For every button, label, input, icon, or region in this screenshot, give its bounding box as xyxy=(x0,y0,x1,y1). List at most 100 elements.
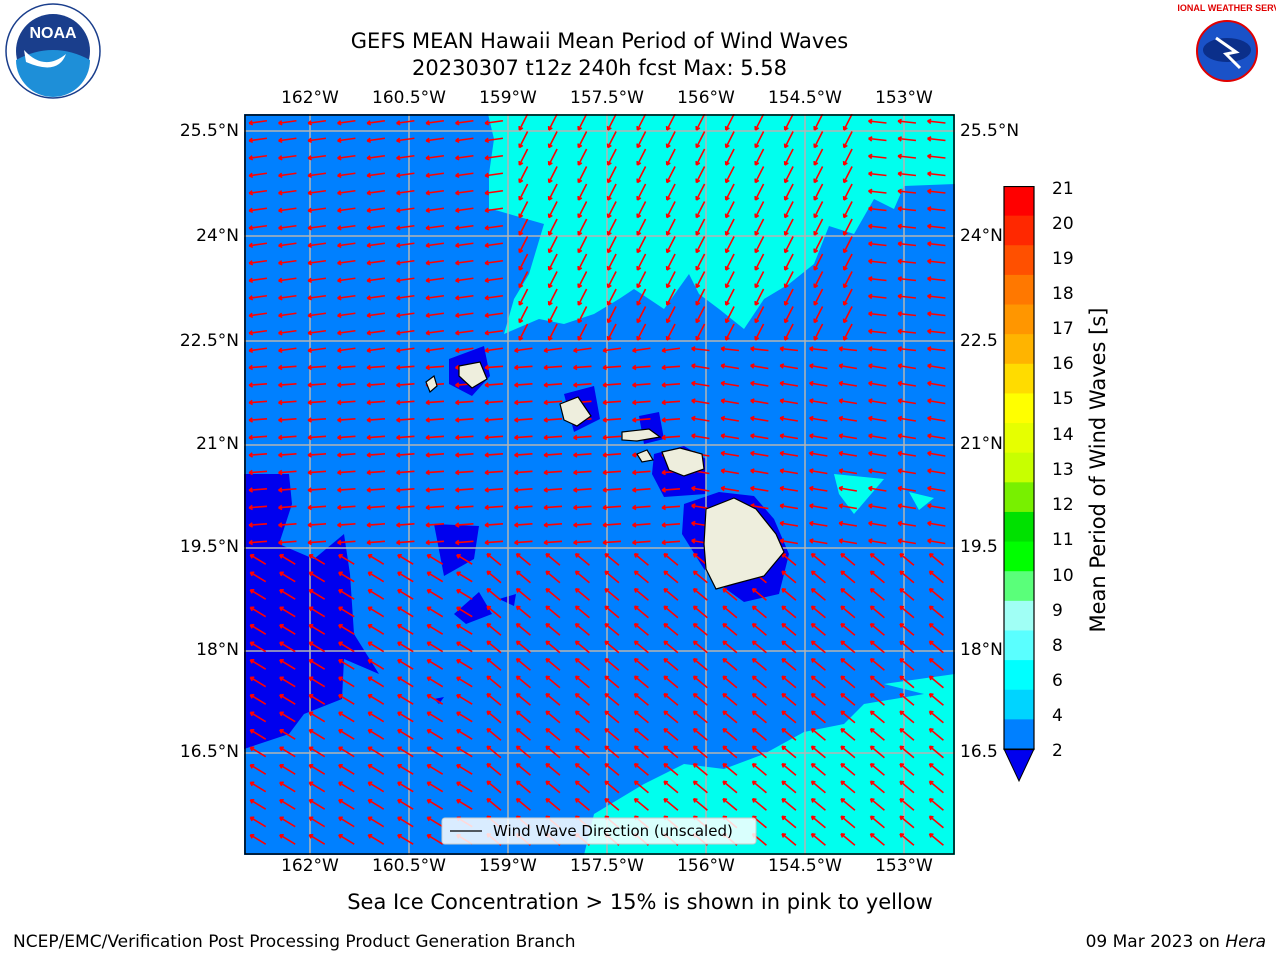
sea-ice-note: Sea Ice Concentration > 15% is shown in … xyxy=(347,890,933,914)
wind-arrow xyxy=(543,452,563,458)
wind-arrow xyxy=(695,218,706,236)
wind-arrow xyxy=(840,727,856,741)
colorbar-tick-label: 2 xyxy=(1052,741,1063,761)
wind-arrow xyxy=(838,415,858,422)
wind-arrow xyxy=(543,469,563,476)
wind-arrow xyxy=(518,288,529,306)
wind-arrow xyxy=(543,382,563,388)
wind-arrow xyxy=(868,276,887,282)
wind-arrow xyxy=(604,692,620,706)
wind-arrow xyxy=(927,398,946,405)
wind-arrow xyxy=(783,236,794,254)
wind-arrow xyxy=(781,605,797,619)
colorbar-segment xyxy=(1004,452,1034,483)
wind-arrow xyxy=(514,417,533,423)
wind-arrow xyxy=(249,659,267,670)
wind-arrow xyxy=(927,503,946,510)
wind-arrow xyxy=(366,504,386,511)
wind-arrow xyxy=(750,398,769,405)
wind-arrow xyxy=(455,312,474,319)
wind-arrow xyxy=(810,570,826,584)
wind-arrow xyxy=(425,364,445,371)
wind-arrow xyxy=(720,363,740,370)
wind-arrow xyxy=(695,201,706,219)
wind-arrow xyxy=(337,434,356,441)
wind-arrow xyxy=(518,271,529,289)
wind-arrow xyxy=(928,605,944,619)
wind-arrow xyxy=(279,711,296,723)
wind-arrow xyxy=(545,587,561,601)
wind-arrow xyxy=(456,554,473,565)
wind-arrow xyxy=(897,520,917,527)
wind-arrow xyxy=(248,294,268,301)
wind-arrow xyxy=(720,398,740,405)
wind-arrow xyxy=(869,552,885,566)
wind-arrow xyxy=(514,522,533,528)
wind-arrow xyxy=(838,346,858,352)
wind-arrow xyxy=(810,640,826,654)
wind-arrow xyxy=(779,520,799,527)
wind-arrow xyxy=(278,312,297,319)
wind-arrow xyxy=(899,797,915,811)
wind-arrow xyxy=(928,710,944,724)
wind-arrow xyxy=(279,834,296,845)
wind-arrow xyxy=(456,624,473,635)
wind-arrow xyxy=(545,762,561,776)
wind-arrow xyxy=(397,764,414,775)
wind-arrow xyxy=(781,587,797,601)
wind-arrow xyxy=(486,797,502,811)
wind-arrow xyxy=(928,762,944,776)
wind-arrow xyxy=(928,675,944,689)
wind-arrow xyxy=(545,675,561,689)
wind-arrow xyxy=(665,166,676,184)
wind-arrow xyxy=(425,329,445,336)
wind-arrow xyxy=(724,288,735,306)
wind-arrow xyxy=(249,729,267,740)
wind-arrow xyxy=(337,277,356,284)
lat-tick-left: 25.5°N xyxy=(179,121,239,141)
wind-arrow xyxy=(750,468,769,475)
wind-arrow xyxy=(781,692,797,706)
wind-arrow xyxy=(518,306,529,324)
wind-arrow xyxy=(577,131,588,149)
wind-arrow xyxy=(897,538,917,545)
wind-arrow xyxy=(397,676,414,688)
wind-arrow xyxy=(279,676,296,688)
wind-arrow xyxy=(665,218,676,236)
wind-arrow xyxy=(868,171,887,177)
wind-arrow xyxy=(425,294,445,301)
wind-arrow xyxy=(663,640,679,654)
wind-arrow xyxy=(484,522,504,528)
island-lanai xyxy=(636,449,654,463)
wind-arrow xyxy=(456,676,473,688)
wind-arrow xyxy=(781,622,797,636)
wind-arrow xyxy=(249,799,267,810)
wind-arrow xyxy=(602,522,622,528)
wind-arrow xyxy=(248,452,268,458)
wind-arrow xyxy=(515,675,531,689)
wind-arrow xyxy=(574,570,590,584)
wind-arrow xyxy=(928,587,944,601)
wind-arrow xyxy=(514,347,533,354)
wind-arrow xyxy=(606,148,617,166)
wind-arrow xyxy=(604,640,620,654)
colorbar-segment xyxy=(1004,363,1034,394)
wind-arrow xyxy=(425,172,445,179)
wind-arrow xyxy=(279,606,296,618)
wind-arrow xyxy=(781,832,797,846)
wind-arrow xyxy=(722,587,738,601)
wind-arrow xyxy=(518,218,529,236)
wind-arrow xyxy=(899,605,915,619)
wind-arrow xyxy=(754,288,765,306)
wind-arrow xyxy=(455,259,474,266)
wind-arrow xyxy=(927,450,946,457)
wind-arrow xyxy=(692,675,708,689)
wind-arrow xyxy=(928,622,944,636)
wind-arrow xyxy=(397,606,414,618)
wind-arrow xyxy=(543,399,563,406)
wind-arrow xyxy=(897,346,917,352)
wind-arrow xyxy=(838,433,858,440)
wind-arrow xyxy=(308,729,326,740)
lon-tick-bottom: 156°W xyxy=(677,856,735,876)
wind-arrow xyxy=(337,119,356,126)
